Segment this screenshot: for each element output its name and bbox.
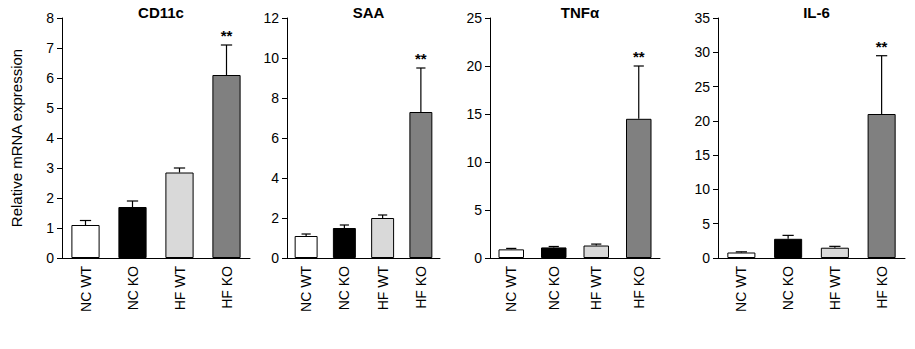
svg-text:NC WT: NC WT (78, 266, 94, 312)
svg-text:HF WT: HF WT (375, 266, 391, 311)
svg-text:SAA: SAA (353, 4, 385, 21)
svg-text:25: 25 (694, 79, 710, 95)
svg-text:HF WT: HF WT (827, 266, 843, 311)
svg-text:2: 2 (46, 190, 54, 206)
svg-text:1: 1 (46, 220, 54, 236)
svg-text:2: 2 (271, 210, 279, 226)
svg-text:**: ** (633, 48, 645, 65)
svg-text:CD11c: CD11c (138, 4, 184, 21)
svg-text:0: 0 (46, 250, 54, 266)
svg-text:35: 35 (694, 10, 710, 26)
svg-text:6: 6 (46, 70, 54, 86)
svg-text:10: 10 (694, 181, 710, 197)
svg-text:5: 5 (474, 202, 482, 218)
svg-text:Relative mRNA expression: Relative mRNA expression (8, 49, 25, 227)
svg-text:3: 3 (46, 160, 54, 176)
svg-text:TNFα: TNFα (561, 4, 600, 21)
svg-text:10: 10 (263, 50, 279, 66)
svg-text:HF KO: HF KO (219, 266, 235, 309)
svg-text:25: 25 (466, 10, 482, 26)
svg-text:0: 0 (474, 250, 482, 266)
svg-text:10: 10 (466, 154, 482, 170)
svg-text:NC KO: NC KO (125, 266, 141, 310)
svg-text:8: 8 (271, 90, 279, 106)
svg-text:HF WT: HF WT (588, 266, 604, 311)
svg-text:15: 15 (466, 106, 482, 122)
svg-text:6: 6 (271, 130, 279, 146)
svg-text:8: 8 (46, 10, 54, 26)
svg-text:**: ** (876, 38, 888, 55)
svg-text:20: 20 (466, 58, 482, 74)
svg-text:0: 0 (702, 250, 710, 266)
svg-text:5: 5 (46, 100, 54, 116)
svg-text:0: 0 (271, 250, 279, 266)
svg-text:20: 20 (694, 113, 710, 129)
svg-text:4: 4 (271, 170, 279, 186)
svg-text:**: ** (221, 27, 233, 44)
svg-text:NC KO: NC KO (780, 266, 796, 310)
svg-text:HF KO: HF KO (631, 266, 647, 309)
svg-text:15: 15 (694, 147, 710, 163)
svg-text:NC WT: NC WT (503, 266, 519, 312)
svg-text:IL-6: IL-6 (803, 4, 830, 21)
svg-text:NC WT: NC WT (733, 266, 749, 312)
svg-text:NC KO: NC KO (336, 266, 352, 310)
svg-text:HF KO: HF KO (413, 266, 429, 309)
svg-text:HF KO: HF KO (874, 266, 890, 309)
svg-text:HF WT: HF WT (172, 266, 188, 311)
svg-text:12: 12 (263, 10, 279, 26)
svg-text:5: 5 (702, 216, 710, 232)
svg-text:4: 4 (46, 130, 54, 146)
svg-text:NC WT: NC WT (298, 266, 314, 312)
svg-text:30: 30 (694, 44, 710, 60)
svg-text:NC KO: NC KO (546, 266, 562, 310)
svg-text:**: ** (415, 50, 427, 67)
svg-text:7: 7 (46, 40, 54, 56)
